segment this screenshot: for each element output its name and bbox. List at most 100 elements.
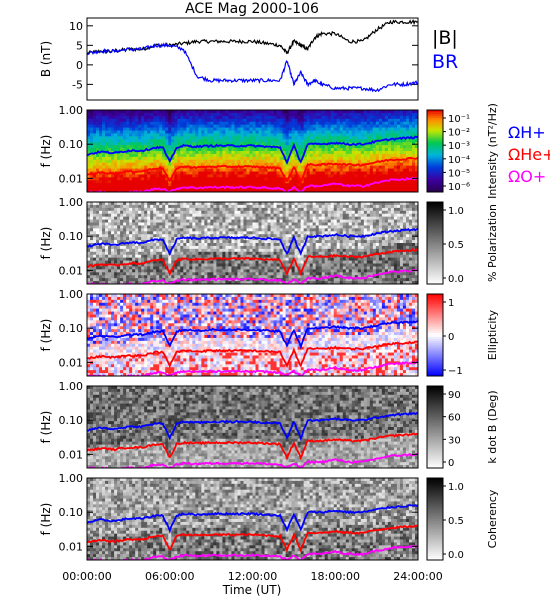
heatmap-cell: [306, 145, 311, 149]
heatmap-cell: [228, 118, 232, 123]
heatmap-cell: [108, 248, 112, 253]
heatmap-cell: [234, 168, 238, 172]
heatmap-cell: [114, 278, 118, 282]
heatmap-cell: [186, 278, 190, 282]
heatmap-cell: [198, 115, 202, 120]
heatmap-cell: [93, 136, 97, 140]
heatmap-cell: [150, 269, 154, 273]
heatmap-cell: [177, 260, 181, 264]
heatmap-cell: [165, 202, 169, 206]
heatmap-cell: [354, 145, 359, 149]
heatmap-cell: [159, 202, 163, 206]
heatmap-cell: [258, 248, 262, 253]
heatmap-cell: [195, 245, 199, 250]
heatmap-cell: [243, 272, 247, 276]
heatmap-cell: [213, 118, 217, 123]
heatmap-cell: [213, 266, 217, 270]
heatmap-cell: [174, 222, 178, 226]
heatmap-cell: [162, 118, 166, 123]
heatmap-cell: [207, 202, 211, 206]
heatmap-cell: [249, 145, 253, 149]
heatmap-cell: [123, 272, 127, 276]
heatmap-cell: [201, 180, 205, 184]
heatmap-cell: [183, 118, 187, 123]
heatmap-cell: [174, 153, 178, 158]
heatmap-cell: [213, 245, 217, 250]
heatmap-cell: [291, 183, 296, 187]
heatmap-cell: [261, 228, 265, 232]
heatmap-cell: [210, 275, 214, 279]
heatmap-cell: [345, 174, 350, 178]
heatmap-cell: [135, 145, 139, 149]
heatmap-cell: [291, 127, 296, 131]
heatmap-cell: [156, 213, 160, 218]
heatmap-cell: [90, 225, 94, 229]
heatmap-cell: [399, 162, 404, 167]
heatmap-cell: [405, 148, 410, 152]
heatmap-cell: [132, 278, 136, 282]
heatmap-cell: [108, 234, 112, 238]
heatmap-cell: [141, 243, 145, 247]
heatmap-cell: [90, 124, 94, 128]
colorbar-step: [427, 189, 443, 193]
heatmap-cell: [243, 133, 247, 137]
heatmap-cell: [300, 130, 305, 134]
heatmap-cell: [279, 115, 283, 120]
heatmap-cell: [165, 180, 169, 184]
heatmap-cell: [255, 183, 259, 187]
heatmap-cell: [201, 225, 205, 229]
heatmap-cell: [108, 112, 112, 117]
heatmap-cell: [183, 151, 187, 155]
heatmap-cell: [186, 139, 190, 143]
heatmap-cell: [144, 183, 148, 187]
heatmap-cell: [102, 112, 106, 117]
heatmap-cell: [243, 174, 247, 178]
heatmap-cell: [186, 281, 190, 284]
heatmap-cell: [402, 112, 407, 117]
heatmap-cell: [213, 275, 217, 279]
heatmap-cell: [174, 186, 178, 190]
heatmap-cell: [399, 153, 404, 158]
heatmap-cell: [111, 136, 115, 140]
heatmap-cell: [258, 156, 262, 161]
heatmap-cell: [297, 130, 302, 134]
heatmap-cell: [237, 159, 241, 164]
heatmap-cell: [378, 133, 383, 137]
heatmap-cell: [210, 162, 214, 167]
heatmap-cell: [258, 263, 262, 267]
heatmap-cell: [258, 260, 262, 264]
heatmap-cell: [177, 139, 181, 143]
heatmap-cell: [408, 115, 413, 120]
heatmap-cell: [258, 210, 262, 215]
heatmap-cell: [198, 254, 202, 259]
heatmap-cell: [126, 216, 130, 220]
heatmap-cell: [159, 168, 163, 172]
heatmap-cell: [123, 231, 127, 235]
heatmap-cell: [159, 180, 163, 184]
heatmap-cell: [243, 165, 247, 169]
heatmap-cell: [177, 254, 181, 259]
heatmap-cell: [213, 210, 217, 215]
heatmap-cell: [243, 231, 247, 235]
heatmap-cell: [363, 136, 368, 140]
heatmap-cell: [213, 171, 217, 175]
heatmap-cell: [261, 202, 265, 206]
heatmap-cell: [258, 269, 262, 273]
heatmap-cell: [396, 159, 401, 164]
colorbar-step: [427, 136, 443, 140]
heatmap-cell: [147, 159, 151, 164]
heatmap-cell: [312, 186, 317, 190]
heatmap-cell: [138, 228, 142, 232]
heatmap-cell: [294, 121, 299, 126]
heatmap-cell: [126, 168, 130, 172]
heatmap-cell: [312, 168, 317, 172]
colorbar-step: [427, 163, 443, 166]
heatmap-cell: [243, 269, 247, 273]
heatmap-cell: [303, 156, 308, 161]
heatmap-cell: [228, 115, 232, 120]
heatmap-cell: [243, 216, 247, 220]
heatmap-cell: [270, 148, 274, 152]
heatmap-cell: [255, 225, 259, 229]
heatmap-cell: [162, 159, 166, 164]
heatmap-cell: [207, 189, 211, 192]
